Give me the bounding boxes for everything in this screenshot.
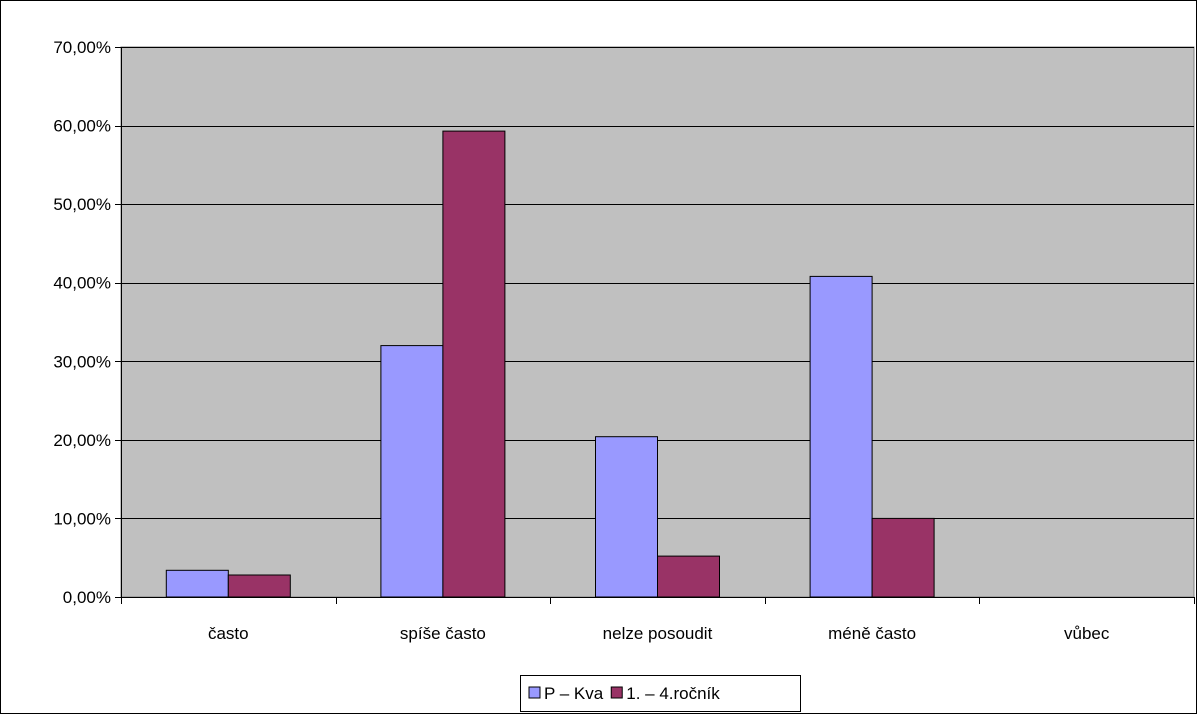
legend-swatch [528, 686, 541, 699]
bar [595, 436, 658, 598]
bar [165, 569, 229, 598]
y-tick-label: 60,00% [53, 117, 111, 136]
y-tick-labels: 0,00% 10,00% 20,00% 30,00% 40,00% 50,00% 60,00… [53, 38, 111, 607]
x-tick-label: nelze posoudit [603, 624, 713, 643]
y-tick-label: 40,00% [53, 274, 111, 293]
legend-box [520, 675, 801, 712]
x-tick-label: spíše často [400, 624, 486, 643]
x-tick-label: často [208, 624, 249, 643]
gridlines [121, 47, 1194, 519]
bar [657, 555, 720, 598]
legend-label: P – Kva [544, 684, 604, 703]
legend-swatch [610, 686, 623, 699]
y-tick-label: 50,00% [53, 195, 111, 214]
y-tick-label: 30,00% [53, 352, 111, 371]
y-tick-label: 10,00% [53, 509, 111, 528]
bar [380, 345, 444, 598]
bar [809, 275, 873, 598]
legend-label: 1. – 4.ročník [626, 684, 720, 703]
y-tick-label: 0,00% [63, 588, 111, 607]
bar [442, 130, 506, 598]
axes [115, 47, 1195, 604]
legend: P – Kva 1. – 4.ročník [520, 675, 801, 712]
bar [227, 574, 291, 598]
bar [871, 517, 935, 598]
x-tick-label: vůbec [1064, 624, 1110, 643]
x-tick-labels: často spíše často nelze posoudit méně často… [208, 624, 1110, 643]
y-tick-label: 70,00% [53, 38, 111, 57]
x-tick-label: méně často [828, 624, 916, 643]
y-tick-label: 20,00% [53, 431, 111, 450]
